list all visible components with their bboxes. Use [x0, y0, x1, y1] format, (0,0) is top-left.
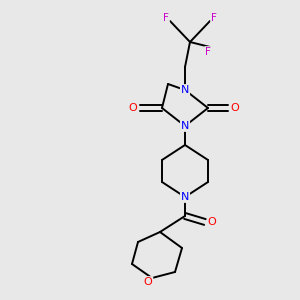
Text: O: O — [144, 277, 152, 287]
Text: N: N — [181, 85, 189, 95]
Text: O: O — [129, 103, 137, 113]
Text: N: N — [181, 121, 189, 131]
Text: O: O — [231, 103, 239, 113]
Text: O: O — [208, 217, 216, 227]
Text: F: F — [205, 47, 211, 57]
Text: F: F — [211, 13, 217, 23]
Text: N: N — [181, 192, 189, 202]
Text: F: F — [163, 13, 169, 23]
